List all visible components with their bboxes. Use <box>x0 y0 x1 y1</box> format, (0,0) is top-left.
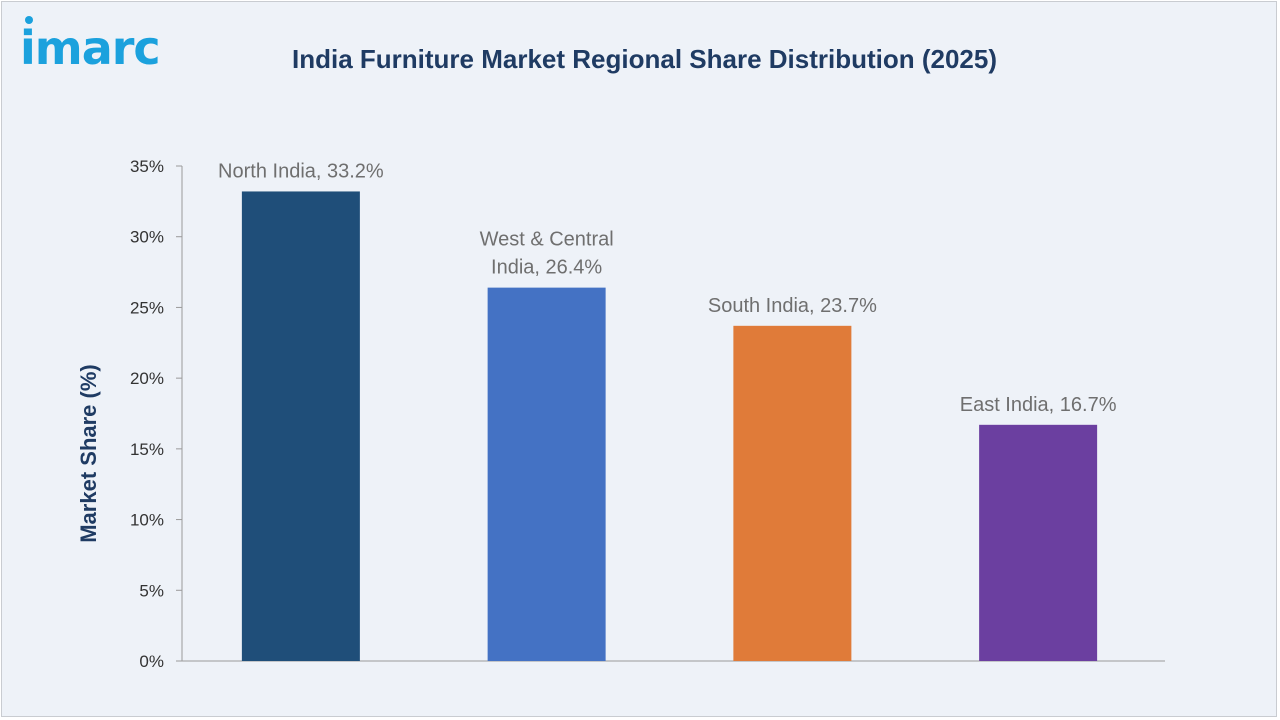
y-tick-label: 10% <box>130 511 164 530</box>
data-label: India, 26.4% <box>491 257 602 279</box>
y-tick-label: 25% <box>130 298 164 317</box>
data-labels: North India, 33.2% West & Central India, 2… <box>218 160 1117 415</box>
y-tick-label: 20% <box>130 369 164 388</box>
y-tick-label: 15% <box>130 440 164 459</box>
bar <box>979 424 1098 661</box>
y-tick-label: 35% <box>130 157 164 176</box>
bar <box>733 325 852 661</box>
data-label: North India, 33.2% <box>218 160 384 182</box>
y-tick-label: 0% <box>139 652 164 671</box>
logo-dot <box>25 16 33 24</box>
bar <box>487 287 606 661</box>
bar <box>241 191 360 661</box>
bars <box>241 191 1098 661</box>
logo-text: imarc <box>20 21 161 75</box>
y-tick-label: 5% <box>139 581 164 600</box>
y-tick-label: 30% <box>130 228 164 247</box>
chart-title: India Furniture Market Regional Share Di… <box>292 44 998 74</box>
imarc-logo: imarc <box>20 14 210 84</box>
data-label: East India, 16.7% <box>960 394 1117 416</box>
data-label: South India, 23.7% <box>708 295 877 317</box>
y-axis-label: Market Share (%) <box>76 364 101 543</box>
data-label: West & Central <box>480 229 614 251</box>
